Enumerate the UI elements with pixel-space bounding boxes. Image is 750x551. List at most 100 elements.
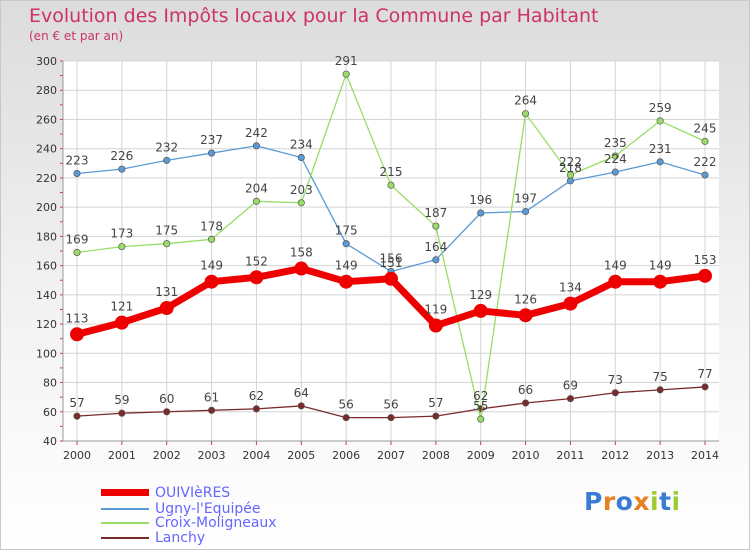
data-point — [163, 156, 171, 164]
data-point — [522, 399, 530, 407]
data-label: 129 — [469, 288, 492, 302]
data-label: 204 — [245, 181, 268, 195]
y-tick-label: 280 — [36, 84, 57, 97]
legend-label: Ugny-l'Equipée — [155, 501, 261, 517]
data-label: 175 — [335, 224, 358, 238]
data-point — [339, 274, 354, 289]
x-tick-label: 2012 — [601, 449, 629, 462]
data-point — [342, 240, 350, 248]
data-label: 223 — [66, 154, 89, 168]
x-tick-label: 2006 — [332, 449, 360, 462]
data-point — [428, 318, 443, 333]
data-point — [473, 303, 488, 318]
y-tick-label: 80 — [43, 377, 57, 390]
x-tick-label: 2014 — [691, 449, 719, 462]
data-point — [297, 402, 305, 410]
data-label: 187 — [424, 206, 447, 220]
data-label: 149 — [604, 259, 627, 273]
x-tick-label: 2009 — [467, 449, 495, 462]
data-label: 164 — [424, 240, 447, 254]
data-label: 178 — [200, 219, 223, 233]
data-point — [477, 209, 485, 217]
data-point — [566, 177, 574, 185]
data-label: 75 — [653, 370, 668, 384]
legend-swatch — [101, 537, 149, 539]
data-point — [387, 181, 395, 189]
data-label: 196 — [469, 193, 492, 207]
data-label: 64 — [294, 386, 309, 400]
data-point — [518, 308, 533, 323]
chart-title: Evolution des Impôts locaux pour la Comm… — [29, 5, 599, 27]
data-label: 169 — [66, 232, 89, 246]
data-label: 264 — [514, 94, 537, 108]
legend-label: Lanchy — [155, 530, 206, 546]
data-point — [432, 412, 440, 420]
data-label: 222 — [694, 155, 717, 169]
data-point — [208, 149, 216, 157]
x-tick-label: 2013 — [646, 449, 674, 462]
data-point — [208, 235, 216, 243]
data-label: 235 — [604, 136, 627, 150]
data-point — [294, 261, 309, 276]
data-point — [477, 415, 485, 423]
data-point — [118, 409, 126, 417]
x-tick-label: 2001 — [108, 449, 136, 462]
data-label: 259 — [649, 101, 672, 115]
data-label: 149 — [649, 259, 672, 273]
y-tick-label: 160 — [36, 260, 57, 273]
data-point — [252, 197, 260, 205]
data-label: 77 — [697, 367, 712, 381]
data-label: 59 — [114, 393, 129, 407]
data-label: 218 — [559, 161, 582, 175]
legend-label: OUIVIèRES — [155, 485, 231, 501]
data-point — [73, 169, 81, 178]
data-label: 131 — [155, 285, 178, 299]
data-label: 158 — [290, 246, 313, 260]
data-label: 62 — [473, 389, 488, 403]
x-tick-label: 2007 — [377, 449, 405, 462]
data-label: 62 — [249, 389, 264, 403]
data-label: 149 — [200, 259, 223, 273]
data-point — [297, 153, 305, 162]
x-tick-label: 2008 — [422, 449, 450, 462]
data-point — [522, 207, 530, 216]
data-point — [163, 240, 171, 248]
x-tick-label: 2002 — [153, 449, 181, 462]
legend-swatch — [101, 489, 149, 496]
data-point — [653, 274, 668, 289]
data-point — [297, 199, 305, 207]
data-point — [204, 274, 219, 289]
data-label: 57 — [69, 396, 84, 410]
data-label: 156 — [380, 251, 403, 265]
proxiti-logo: Proxiti — [584, 487, 681, 516]
data-point — [342, 70, 350, 78]
data-label: 121 — [110, 300, 133, 314]
y-tick-label: 240 — [36, 143, 57, 156]
x-tick-label: 2005 — [287, 449, 315, 462]
data-point — [118, 165, 126, 173]
data-point — [163, 408, 171, 416]
data-label: 173 — [110, 227, 133, 241]
data-point — [249, 270, 264, 285]
data-point — [563, 296, 578, 311]
data-point — [656, 158, 664, 166]
data-point — [611, 389, 619, 397]
data-label: 175 — [155, 224, 178, 238]
data-label: 232 — [155, 140, 178, 154]
data-point — [432, 256, 440, 264]
data-label: 113 — [66, 311, 89, 325]
data-point — [701, 171, 709, 179]
data-point — [698, 268, 712, 283]
data-point — [611, 152, 619, 160]
data-point — [656, 386, 664, 394]
data-label: 126 — [514, 292, 537, 306]
x-tick-label: 2010 — [512, 449, 540, 462]
data-point — [566, 171, 574, 179]
y-tick-label: 60 — [43, 406, 57, 419]
data-point — [114, 315, 129, 330]
data-point — [611, 168, 619, 176]
data-point — [656, 117, 664, 125]
data-point — [118, 243, 126, 251]
data-label: 215 — [380, 165, 403, 179]
